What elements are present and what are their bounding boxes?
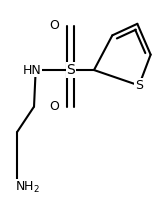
- Text: S: S: [135, 79, 143, 92]
- Text: HN: HN: [23, 64, 42, 77]
- Text: O: O: [49, 100, 59, 113]
- Text: S: S: [66, 63, 75, 77]
- Text: NH$_2$: NH$_2$: [15, 180, 40, 195]
- Text: O: O: [49, 19, 59, 32]
